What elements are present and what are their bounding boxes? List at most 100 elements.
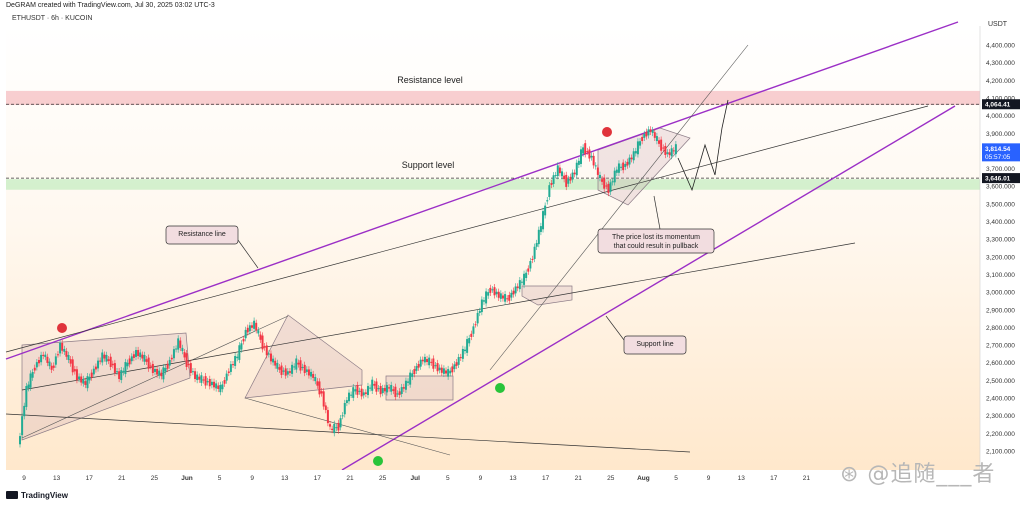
candle-body (636, 141, 639, 155)
candle-body (25, 386, 28, 407)
tradingview-logo[interactable]: TradingView (6, 491, 68, 500)
candle-body (605, 185, 608, 187)
x-tick-label: 5 (674, 475, 678, 482)
candle-body (565, 174, 568, 187)
callout-pointer (653, 195, 661, 230)
candle-body (388, 387, 391, 389)
candle-body (73, 369, 76, 372)
signal-dot-green (373, 456, 383, 466)
candle-body (42, 354, 45, 357)
candle-body (428, 357, 431, 366)
candle-body (21, 416, 24, 436)
candle-body (116, 371, 119, 373)
candle-body (322, 391, 325, 407)
candle-body (601, 179, 604, 182)
candle-body (132, 354, 135, 358)
candle-body (542, 211, 545, 230)
candle-body (529, 261, 532, 269)
candle-body (97, 360, 100, 369)
candle-body (514, 286, 517, 294)
candle-body (396, 393, 399, 395)
x-tick-label: 21 (118, 475, 126, 482)
candle-body (561, 171, 564, 177)
candle-body (259, 334, 262, 340)
candle-body (242, 339, 245, 342)
x-tick-label: 25 (379, 475, 387, 482)
candle-body (293, 366, 296, 368)
candle-body (613, 170, 616, 183)
candle-body (434, 365, 437, 367)
candle-body (377, 388, 380, 390)
candle-body (579, 149, 582, 164)
candle-body (480, 299, 483, 313)
candle-body (476, 312, 479, 324)
candle-body (139, 352, 142, 358)
candle-body (320, 391, 323, 394)
candle-body (544, 205, 547, 216)
y-tick-label: 2,500.000 (986, 378, 1015, 385)
candle-body (221, 384, 224, 390)
callout-support-line-box (623, 335, 687, 355)
candle-body (658, 140, 661, 144)
candle-body (508, 294, 511, 301)
candle-body (539, 226, 542, 232)
candle-body (537, 229, 540, 245)
candle-body (227, 371, 230, 373)
candle-body (288, 371, 291, 373)
candle-body (54, 356, 57, 365)
y-tick-label: 3,200.000 (986, 254, 1015, 261)
x-tick-label: 17 (86, 475, 94, 482)
candle-body (371, 379, 374, 391)
candle-body (569, 176, 572, 181)
candle-body (651, 130, 654, 133)
candle-body (35, 362, 38, 368)
candle-body (577, 160, 580, 165)
candle-body (362, 392, 365, 396)
support-line (341, 105, 956, 471)
candle-body (305, 369, 308, 372)
candle-body (400, 387, 403, 394)
callout-momentum-box (597, 228, 715, 254)
x-tick-label: 13 (509, 475, 517, 482)
candle-body (426, 359, 429, 363)
pattern-triangle-1 (244, 314, 363, 399)
candle-body (310, 371, 313, 377)
candle-body (118, 371, 121, 379)
candle-body (183, 352, 186, 358)
candle-body (253, 320, 256, 329)
chart-credit: DeGRAM created with TradingView.com, Jul… (6, 2, 215, 9)
candle-body (575, 162, 578, 176)
candle-body (381, 387, 384, 394)
y-tick-label: 2,100.000 (986, 449, 1015, 456)
candle-body (284, 368, 287, 376)
y-tick-label: 4,000.000 (986, 113, 1015, 120)
candle-body (573, 172, 576, 175)
y-tick-label: 3,900.000 (986, 131, 1015, 138)
candle-body (520, 281, 523, 283)
candle-body (609, 182, 612, 192)
candle-body (436, 363, 439, 372)
candle-body (137, 350, 140, 357)
candle-body (147, 357, 150, 369)
candle-body (164, 368, 167, 372)
candle-body (567, 178, 570, 184)
candle-body (531, 258, 534, 261)
callout-resistance-line-box (165, 225, 239, 245)
candle-body (27, 384, 30, 389)
candle-body (489, 287, 492, 293)
candle-body (105, 354, 108, 362)
candle-body (662, 147, 665, 149)
candle-body (356, 384, 359, 395)
candle-body (267, 353, 270, 355)
candle-body (348, 392, 350, 402)
candle-body (31, 372, 34, 378)
candle-body (487, 292, 490, 296)
y-tick-label: 3,300.000 (986, 237, 1015, 244)
candle-body (345, 400, 348, 403)
candle-body (634, 151, 637, 154)
candle-body (466, 339, 469, 353)
candle-body (474, 324, 477, 326)
y-tick-label: 2,700.000 (986, 343, 1015, 350)
